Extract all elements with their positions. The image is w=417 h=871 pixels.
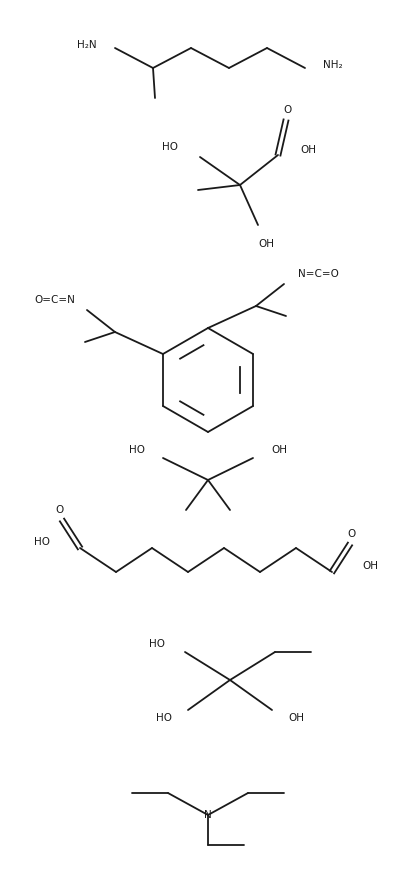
Text: OH: OH [258,239,274,249]
Text: N=C=O: N=C=O [298,269,339,279]
Text: OH: OH [288,713,304,723]
Text: O=C=N: O=C=N [34,295,75,305]
Text: O: O [56,505,64,515]
Text: OH: OH [271,445,287,455]
Text: O: O [284,105,292,115]
Text: OH: OH [362,561,378,571]
Text: NH₂: NH₂ [323,60,343,70]
Text: H₂N: H₂N [78,40,97,50]
Text: OH: OH [300,145,316,155]
Text: HO: HO [129,445,145,455]
Text: HO: HO [162,142,178,152]
Text: HO: HO [156,713,172,723]
Text: N: N [204,810,212,820]
Text: HO: HO [149,639,165,649]
Text: O: O [348,529,356,539]
Text: HO: HO [34,537,50,547]
